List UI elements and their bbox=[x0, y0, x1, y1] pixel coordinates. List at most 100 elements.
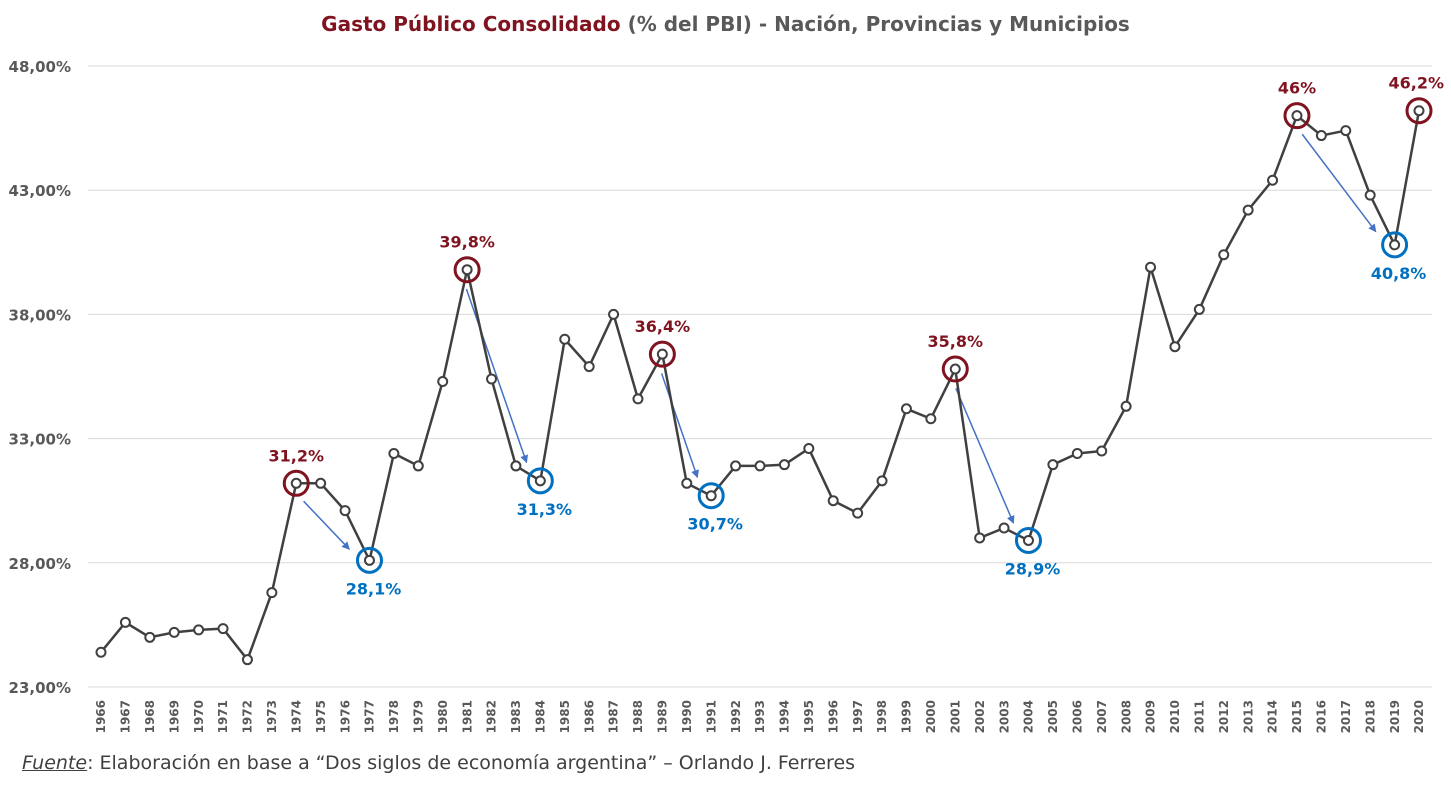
x-tick-label: 1997 bbox=[851, 700, 865, 733]
trend-arrow bbox=[303, 500, 350, 550]
data-point bbox=[1169, 341, 1181, 353]
data-point bbox=[559, 333, 571, 345]
data-point bbox=[1218, 249, 1230, 261]
data-point bbox=[510, 460, 522, 472]
peak-label: 36,4% bbox=[635, 317, 691, 336]
x-tick-label: 1974 bbox=[289, 700, 303, 733]
data-point bbox=[241, 654, 253, 666]
data-point bbox=[339, 505, 351, 517]
x-tick-label: 2006 bbox=[1070, 700, 1084, 733]
trough-ring bbox=[526, 467, 554, 495]
trough-label: 28,9% bbox=[1005, 559, 1061, 578]
x-tick-label: 2008 bbox=[1119, 700, 1133, 733]
trough-ring bbox=[1381, 231, 1409, 259]
peak-label: 31,2% bbox=[269, 446, 325, 465]
data-point bbox=[290, 477, 302, 489]
chart-title-rest: (% del PBI) - Nación, Provincias y Munic… bbox=[620, 12, 1130, 36]
data-point bbox=[974, 532, 986, 544]
data-point bbox=[363, 554, 375, 566]
source-label: Fuente bbox=[22, 752, 88, 774]
data-point bbox=[632, 393, 644, 405]
data-point bbox=[852, 507, 864, 519]
x-tick-label: 1987 bbox=[607, 700, 621, 733]
data-labels: 31,2% 39,8% 36,4% 35,8% 46% 46,2% 28,1% 31,3% 30… bbox=[269, 74, 1444, 599]
trough-ring bbox=[697, 482, 725, 510]
data-point bbox=[608, 308, 620, 320]
x-tick-label: 1976 bbox=[338, 700, 352, 733]
series-line-layer bbox=[100, 110, 1421, 661]
peak-ring bbox=[1283, 102, 1311, 130]
data-point bbox=[876, 475, 888, 487]
peak-label: 46,2% bbox=[1388, 74, 1444, 93]
x-tick-label: 1981 bbox=[460, 700, 474, 733]
x-tick-label: 1993 bbox=[753, 700, 767, 733]
x-tick-label: 2004 bbox=[1022, 700, 1036, 733]
peak-label: 35,8% bbox=[928, 332, 984, 351]
x-tick-label: 2005 bbox=[1046, 700, 1060, 733]
peak-label: 46% bbox=[1278, 79, 1316, 98]
x-tick-label: 1966 bbox=[94, 700, 108, 733]
x-tick-label: 2020 bbox=[1412, 700, 1426, 733]
x-tick-label: 1990 bbox=[680, 700, 694, 733]
x-tick-label: 2003 bbox=[997, 700, 1011, 733]
data-point bbox=[900, 403, 912, 415]
x-tick-label: 1982 bbox=[485, 700, 499, 733]
data-point bbox=[461, 264, 473, 276]
trend-arrow bbox=[955, 388, 1015, 524]
data-point bbox=[1389, 239, 1401, 251]
x-tick-label: 1999 bbox=[900, 700, 914, 733]
data-point bbox=[1413, 105, 1425, 117]
source-note: Fuente: Elaboración en base a “Dos siglo… bbox=[22, 752, 855, 774]
x-tick-label: 1968 bbox=[143, 700, 157, 733]
data-point bbox=[1364, 189, 1376, 201]
trend-arrow bbox=[660, 373, 699, 479]
x-tick-label: 1980 bbox=[436, 700, 450, 733]
x-tick-label: 2016 bbox=[1315, 700, 1329, 733]
series-line bbox=[100, 110, 1421, 661]
gridlines bbox=[88, 65, 1432, 688]
peak-ring bbox=[1405, 97, 1433, 125]
x-axis-tick-labels: 1966 1967 1968 1969 1970 1971 1972 1973 1974 1975… bbox=[94, 700, 1426, 733]
y-tick-label: 23,00% bbox=[9, 679, 71, 697]
x-tick-label: 1972 bbox=[241, 700, 255, 733]
data-point bbox=[1291, 110, 1303, 122]
trough-label: 28,1% bbox=[346, 579, 402, 598]
data-point bbox=[119, 616, 131, 628]
x-tick-label: 2010 bbox=[1168, 700, 1182, 733]
data-point bbox=[1145, 261, 1157, 273]
data-point bbox=[1242, 204, 1254, 216]
x-tick-label: 2015 bbox=[1290, 700, 1304, 733]
x-tick-label: 2009 bbox=[1144, 700, 1158, 733]
data-point bbox=[315, 477, 327, 489]
trough-ring bbox=[1014, 526, 1042, 554]
y-axis-tick-labels: 23,00% 28,00% 33,00% 38,00% 43,00% 48,00% bbox=[9, 58, 71, 697]
x-tick-label: 2001 bbox=[948, 700, 962, 733]
x-tick-label: 1989 bbox=[656, 700, 670, 733]
x-tick-label: 2011 bbox=[1193, 700, 1207, 733]
x-tick-label: 1986 bbox=[582, 700, 596, 733]
data-point bbox=[217, 623, 229, 635]
data-point bbox=[412, 460, 424, 472]
data-point bbox=[1096, 445, 1108, 457]
peak-ring bbox=[941, 355, 969, 383]
highlight-rings bbox=[282, 97, 1433, 574]
chart-title-main: Gasto Público Consolidado bbox=[321, 12, 621, 36]
x-tick-label: 1991 bbox=[704, 700, 718, 733]
x-tick-label: 1973 bbox=[265, 700, 279, 733]
peak-ring bbox=[282, 469, 310, 497]
trend-arrow bbox=[1301, 133, 1377, 233]
x-tick-label: 1978 bbox=[387, 700, 401, 733]
x-tick-label: 1977 bbox=[363, 700, 377, 733]
data-point bbox=[144, 631, 156, 643]
data-point bbox=[681, 477, 693, 489]
trough-ring bbox=[355, 546, 383, 574]
y-tick-label: 48,00% bbox=[9, 58, 71, 76]
x-tick-label: 2012 bbox=[1217, 700, 1231, 733]
peak-ring bbox=[648, 340, 676, 368]
data-point bbox=[437, 375, 449, 387]
peak-ring bbox=[453, 256, 481, 284]
data-point bbox=[168, 626, 180, 638]
data-point bbox=[1071, 448, 1083, 460]
x-tick-label: 2018 bbox=[1363, 700, 1377, 733]
x-tick-label: 2013 bbox=[1241, 700, 1255, 733]
